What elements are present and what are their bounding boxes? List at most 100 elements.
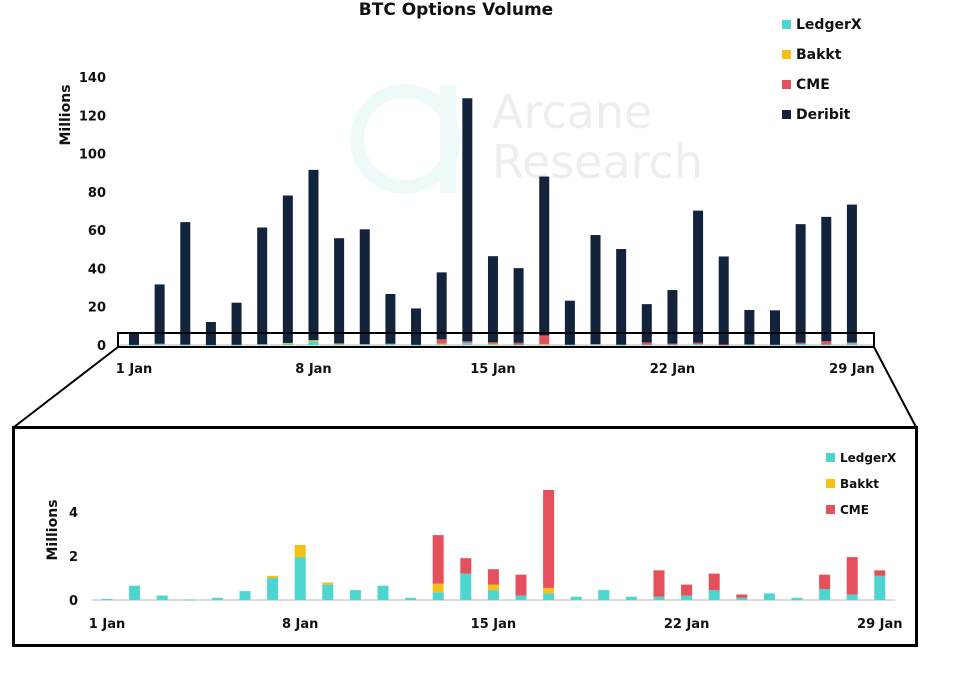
bar-ledgerx-25-jan bbox=[744, 344, 755, 346]
bar-deribit-5-jan bbox=[231, 302, 242, 345]
bar-bakkt-13-jan bbox=[436, 343, 447, 345]
y-tick-label: 20 bbox=[88, 301, 106, 316]
watermark-text-2: Research bbox=[492, 135, 703, 189]
bar-ledgerx-16-jan bbox=[515, 595, 527, 600]
y-tick-label: 40 bbox=[88, 262, 106, 277]
bar-ledgerx-18-jan bbox=[564, 344, 575, 346]
bar-bakkt-9-jan bbox=[334, 343, 345, 345]
bar-deribit-19-jan bbox=[590, 235, 601, 345]
bar-cme-28-jan bbox=[821, 341, 832, 345]
bar-ledgerx-8-jan bbox=[294, 557, 306, 600]
bar-deribit-28-jan bbox=[821, 216, 832, 342]
legend-swatch-bakkt bbox=[826, 479, 835, 488]
y-tick-label: 80 bbox=[88, 186, 106, 201]
bar-cme-15-jan bbox=[487, 342, 498, 344]
bar-cme-22-jan bbox=[667, 343, 678, 345]
bar-ledgerx-6-jan bbox=[257, 344, 268, 346]
bar-ledgerx-11-jan bbox=[385, 343, 396, 345]
bar-bakkt-17-jan bbox=[543, 587, 555, 594]
bar-ledgerx-24-jan bbox=[736, 597, 748, 600]
bar-deribit-23-jan bbox=[693, 210, 704, 343]
bar-deribit-13-jan bbox=[436, 272, 447, 340]
bar-ledgerx-18-jan bbox=[570, 596, 582, 600]
bar-cme-29-jan bbox=[874, 570, 886, 576]
bar-cme-17-jan bbox=[543, 490, 555, 588]
bar-deribit-3-jan bbox=[180, 222, 191, 345]
bar-ledgerx-27-jan bbox=[795, 344, 806, 345]
bar-ledgerx-8-jan bbox=[308, 341, 319, 345]
bar-ledgerx-28-jan bbox=[846, 594, 858, 600]
legend-swatch-deribit bbox=[782, 110, 791, 119]
bar-bakkt-7-jan bbox=[282, 342, 293, 344]
bar-deribit-15-jan bbox=[487, 256, 498, 343]
chart-title: BTC Options Volume bbox=[359, 0, 553, 20]
zoom-region-box bbox=[117, 332, 875, 348]
bar-bakkt-8-jan bbox=[294, 545, 306, 558]
bar-bakkt-9-jan bbox=[322, 582, 334, 585]
bar-ledgerx-27-jan bbox=[819, 589, 831, 600]
bar-ledgerx-25-jan bbox=[763, 593, 775, 600]
bar-ledgerx-19-jan bbox=[590, 344, 601, 345]
bar-ledgerx-6-jan bbox=[239, 591, 251, 600]
y-tick-label: 140 bbox=[79, 71, 106, 86]
x-tick-label: 15 Jan bbox=[470, 362, 515, 377]
bar-deribit-14-jan bbox=[462, 98, 473, 342]
bar-cme-15-jan bbox=[487, 569, 499, 585]
bar-cme-13-jan bbox=[436, 339, 447, 344]
bar-ledgerx-3-jan bbox=[156, 595, 168, 600]
bar-ledgerx-13-jan bbox=[436, 344, 447, 346]
bar-ledgerx-29-jan bbox=[846, 342, 857, 345]
bar-ledgerx-2-jan bbox=[154, 343, 165, 345]
bar-cme-22-jan bbox=[681, 584, 693, 596]
legend-label-ledgerx: LedgerX bbox=[796, 17, 862, 33]
bar-cme-14-jan bbox=[462, 341, 473, 343]
bar-ledgerx-1-jan bbox=[101, 598, 113, 600]
bar-deribit-25-jan bbox=[744, 309, 755, 345]
bar-ledgerx-16-jan bbox=[513, 344, 524, 346]
bar-ledgerx-21-jan bbox=[641, 344, 652, 346]
legend-label-deribit: Deribit bbox=[796, 107, 851, 123]
bar-cme-13-jan bbox=[432, 535, 444, 584]
y-tick-label: 0 bbox=[69, 594, 78, 609]
bar-deribit-18-jan bbox=[564, 300, 575, 345]
bar-ledgerx-20-jan bbox=[616, 344, 627, 346]
bar-cme-28-jan bbox=[846, 557, 858, 595]
x-tick-label: 22 Jan bbox=[650, 362, 695, 377]
arcane-research-watermark: Arcane Research bbox=[350, 84, 703, 194]
bar-cme-16-jan bbox=[515, 574, 527, 596]
x-tick-label: 1 Jan bbox=[89, 617, 125, 632]
bar-ledgerx-9-jan bbox=[334, 343, 345, 345]
y-tick-label: 2 bbox=[69, 550, 78, 565]
bar-ledgerx-4-jan bbox=[205, 344, 216, 346]
bar-ledgerx-26-jan bbox=[791, 597, 803, 600]
bar-ledgerx-10-jan bbox=[359, 344, 370, 345]
bar-ledgerx-19-jan bbox=[598, 590, 610, 600]
bar-ledgerx-7-jan bbox=[282, 343, 293, 345]
bar-deribit-11-jan bbox=[385, 293, 396, 344]
bar-ledgerx-10-jan bbox=[349, 590, 361, 600]
bar-deribit-24-jan bbox=[718, 256, 729, 345]
bar-ledgerx-7-jan bbox=[267, 578, 279, 600]
bar-ledgerx-22-jan bbox=[681, 595, 693, 600]
bar-bakkt-7-jan bbox=[267, 575, 279, 578]
legend-swatch-ledgerx bbox=[826, 453, 835, 462]
zoom-panel bbox=[12, 426, 918, 647]
legend-swatch-ledgerx bbox=[782, 20, 791, 29]
bar-deribit-1-jan bbox=[129, 333, 139, 345]
bar-bakkt-8-jan bbox=[308, 340, 319, 342]
y-axis-label: Millions bbox=[45, 499, 61, 560]
legend-label-cme: CME bbox=[840, 503, 869, 517]
bar-deribit-10-jan bbox=[359, 229, 370, 345]
bar-ledgerx-12-jan bbox=[411, 344, 422, 346]
bar-cme-27-jan bbox=[795, 342, 806, 345]
x-tick-label: 8 Jan bbox=[282, 617, 318, 632]
bar-ledgerx-9-jan bbox=[322, 584, 334, 600]
bar-ledgerx-22-jan bbox=[667, 344, 678, 346]
bar-cme-17-jan bbox=[539, 335, 550, 344]
bar-ledgerx-14-jan bbox=[460, 573, 472, 600]
zoom-connector-right bbox=[873, 346, 917, 428]
bar-cme-14-jan bbox=[460, 558, 472, 574]
x-tick-label: 29 Jan bbox=[857, 617, 902, 632]
bar-deribit-7-jan bbox=[282, 195, 293, 343]
